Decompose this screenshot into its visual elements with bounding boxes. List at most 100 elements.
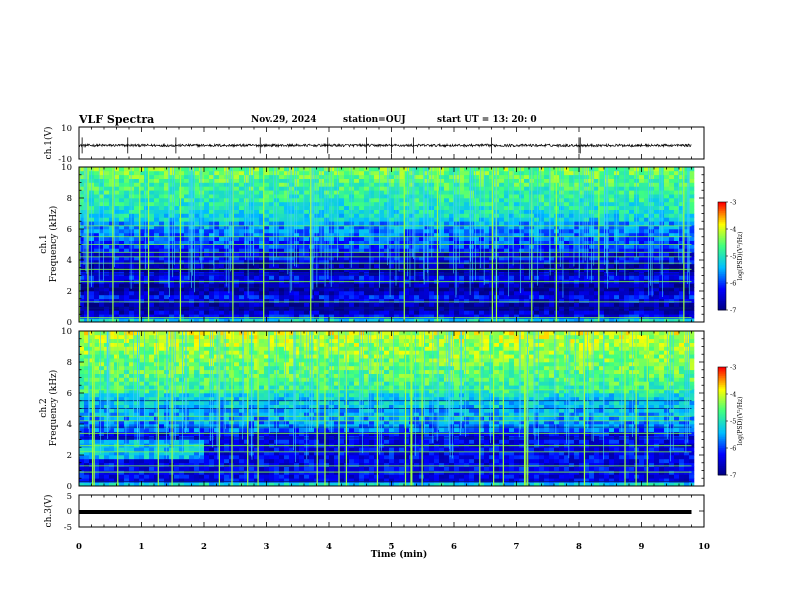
spec-cell [259,306,265,311]
spec-cell [324,252,330,257]
spec-cell [624,225,630,230]
spec-cell [354,186,360,191]
spec-cell [424,283,430,288]
spec-cell [454,310,460,315]
spec-cell [409,174,415,179]
spec-cell [679,229,685,234]
spec-cell [84,291,90,296]
spec-cell [169,217,175,222]
spec-cell [319,248,325,253]
spec-cell [304,252,310,257]
spec-cell [629,310,635,315]
spec-cell [109,236,115,241]
spec-cell [509,248,515,253]
spec-cell [544,170,550,176]
spec-cell [499,229,505,234]
spec-cell [264,174,270,179]
spec-cell [564,310,570,315]
spec-cell [534,178,540,183]
spec-cell [154,294,160,300]
spec-cell [664,275,670,280]
spec-cell [409,283,415,288]
spec-cell [329,194,335,199]
spec-cell [279,167,285,172]
spec-cell [214,178,220,183]
spec-cell [264,294,270,300]
spec-cell [109,198,115,203]
spec-cell [214,225,220,230]
spec-cell [434,229,440,234]
spec-cell [349,213,355,218]
spec-cell [149,229,155,234]
spec-cell [409,190,415,195]
spec-cell [99,318,105,323]
spec-cell [214,263,220,269]
spec-cell [294,314,300,319]
spec-cell [439,178,445,183]
spec-cell [234,306,240,311]
spec-cell [444,298,450,303]
spec-cell [544,167,550,172]
spec-cell [469,167,475,172]
spec-cell [689,232,695,238]
spec-cell [249,205,255,210]
spec-cell [174,213,180,218]
spec-cell [634,283,640,288]
spec-cell [389,174,395,179]
spec-cell [384,291,390,296]
spec-cell [524,306,530,311]
spec-cell [209,194,215,199]
spec-cell [594,182,600,187]
spec-cell [244,294,250,300]
spec-cell [219,205,225,210]
spec-cell [499,263,505,269]
spec-cell [429,283,435,288]
spec-cell [664,310,670,315]
spec-cell [129,174,135,179]
spec-cell [619,178,625,183]
spec-cell [249,310,255,315]
spec-cell [444,256,450,261]
spec-cell [199,287,205,292]
spec-cell [649,260,655,265]
spec-cell [204,267,210,272]
spec-cell [449,198,455,203]
spec-cell [649,244,655,249]
spec-cell [499,275,505,280]
spec-cell [399,217,405,222]
spec-cell [639,221,645,226]
spec-cell [354,248,360,253]
spec-cell [499,209,505,214]
spec-cell [304,240,310,245]
spec-cell [144,302,150,307]
spec-cell [324,205,330,210]
spec-cell [469,236,475,241]
spec-cell [489,217,495,222]
spec-cell [484,186,490,191]
spec-cell [384,267,390,272]
spec-cell [334,252,340,257]
spec-cell [249,248,255,253]
spec-cell [364,190,370,195]
spec-cell [84,318,90,323]
spec-cell [284,263,290,269]
spec-cell [444,198,450,203]
spec-cell [514,170,520,176]
spec-cell [419,318,425,323]
spec-cell [334,314,340,319]
spec-cell [359,186,365,191]
spec-cell [609,190,615,195]
spec-cell [369,252,375,257]
spec-cell [594,244,600,249]
spec-cell [79,186,85,191]
spec-cell [439,240,445,245]
spec-cell [669,221,675,226]
spec-cell [584,318,590,323]
spec-cell [354,302,360,307]
spec-cell [654,232,660,238]
spec-cell [654,174,660,179]
spec-cell [99,256,105,261]
spec-cell [669,170,675,176]
spec-cell [664,267,670,272]
spec-cell [454,256,460,261]
